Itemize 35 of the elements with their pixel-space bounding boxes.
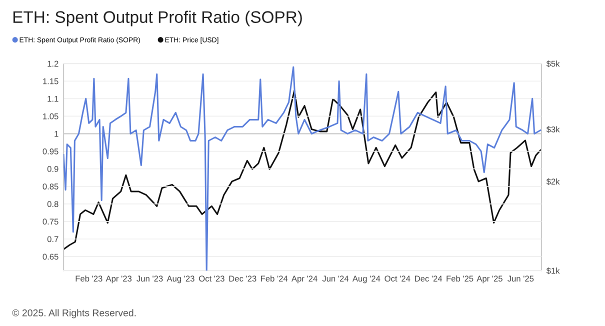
line-series: [64, 90, 542, 250]
y-tick-label: 0.9: [47, 166, 58, 172]
x-tick-label: Feb '25: [446, 275, 474, 282]
y-tick-label: 0.8: [47, 201, 58, 208]
x-tick-label: Apr '23: [106, 276, 132, 284]
chart-title: ETH: Spent Output Profit Ratio (SOPR): [13, 10, 302, 26]
x-tick-label: Dec '23: [229, 276, 256, 282]
x-tick-label: Apr '25: [476, 276, 502, 284]
x-tick-label: Jun '25: [508, 276, 534, 282]
x-tick-label: Feb '24: [261, 275, 288, 282]
x-tick-label: Aug '23: [166, 276, 194, 284]
y-tick-label: 0.75: [42, 218, 58, 225]
x-tick-label: Jun '23: [136, 276, 163, 282]
y-tick-label: 0.85: [42, 184, 58, 190]
y2-tick-label: $2k: [546, 178, 560, 186]
y-tick-label: 1.15: [43, 78, 58, 84]
x-tick-label: Apr '24: [291, 276, 318, 284]
x-tick-label: Oct '24: [384, 276, 410, 282]
line-series: [64, 66, 542, 271]
y-tick-label: 1.05: [43, 113, 58, 120]
y-tick-label: 0.7: [47, 236, 58, 242]
x-tick-label: Oct '23: [199, 276, 224, 282]
y2-tick-label: $5k: [546, 60, 560, 68]
y-tick-label: 1.2: [48, 60, 58, 67]
y2-tick-label: $1k: [546, 267, 560, 274]
x-tick-label: Jun '24: [322, 276, 349, 282]
y2-tick-label: $3k: [546, 126, 560, 133]
text: © 2025. All Rights Reserved.: [12, 309, 136, 318]
y-tick-label: 1: [54, 131, 58, 137]
x-tick-label: Aug '24: [352, 276, 380, 284]
y-tick-label: 0.95: [42, 148, 58, 154]
y-tick-label: 1.1: [48, 96, 58, 102]
x-tick-label: Dec '24: [415, 276, 442, 282]
x-tick-label: Feb '23: [76, 275, 102, 282]
y-tick-label: 0.65: [42, 254, 58, 260]
